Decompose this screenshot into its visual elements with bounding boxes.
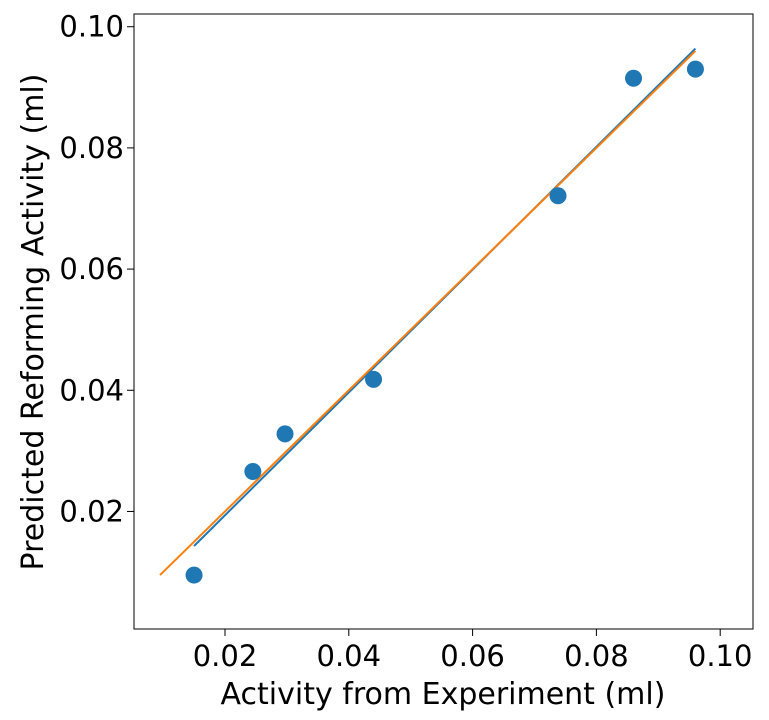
data-point bbox=[625, 69, 643, 87]
x-axis-ticks: 0.02 0.04 0.06 0.08 0.10 bbox=[193, 629, 753, 673]
y-tick-label: 0.08 bbox=[59, 131, 124, 165]
data-point bbox=[365, 370, 383, 388]
x-tick-label: 0.04 bbox=[317, 639, 382, 673]
y-tick-label: 0.06 bbox=[59, 252, 124, 286]
x-tick-label: 0.02 bbox=[193, 639, 258, 673]
data-point bbox=[244, 462, 262, 480]
plot-area bbox=[133, 13, 754, 630]
data-point bbox=[276, 425, 294, 443]
x-axis-label: Activity from Experiment (ml) bbox=[221, 677, 666, 712]
data-point bbox=[549, 187, 567, 205]
y-tick-label: 0.10 bbox=[59, 10, 124, 44]
x-tick-label: 0.10 bbox=[688, 639, 753, 673]
y-tick-label: 0.02 bbox=[59, 494, 124, 528]
x-tick-label: 0.06 bbox=[440, 639, 505, 673]
data-point bbox=[185, 566, 203, 584]
y-axis-ticks: 0.02 0.04 0.06 0.08 0.10 bbox=[59, 10, 134, 528]
data-point bbox=[686, 60, 704, 78]
x-tick-label: 0.08 bbox=[564, 639, 629, 673]
y-tick-label: 0.04 bbox=[59, 373, 124, 407]
y-axis-label: Predicted Reforming Activity (ml) bbox=[16, 74, 51, 571]
series-layer bbox=[159, 47, 704, 584]
fit-line-2 bbox=[159, 50, 697, 576]
